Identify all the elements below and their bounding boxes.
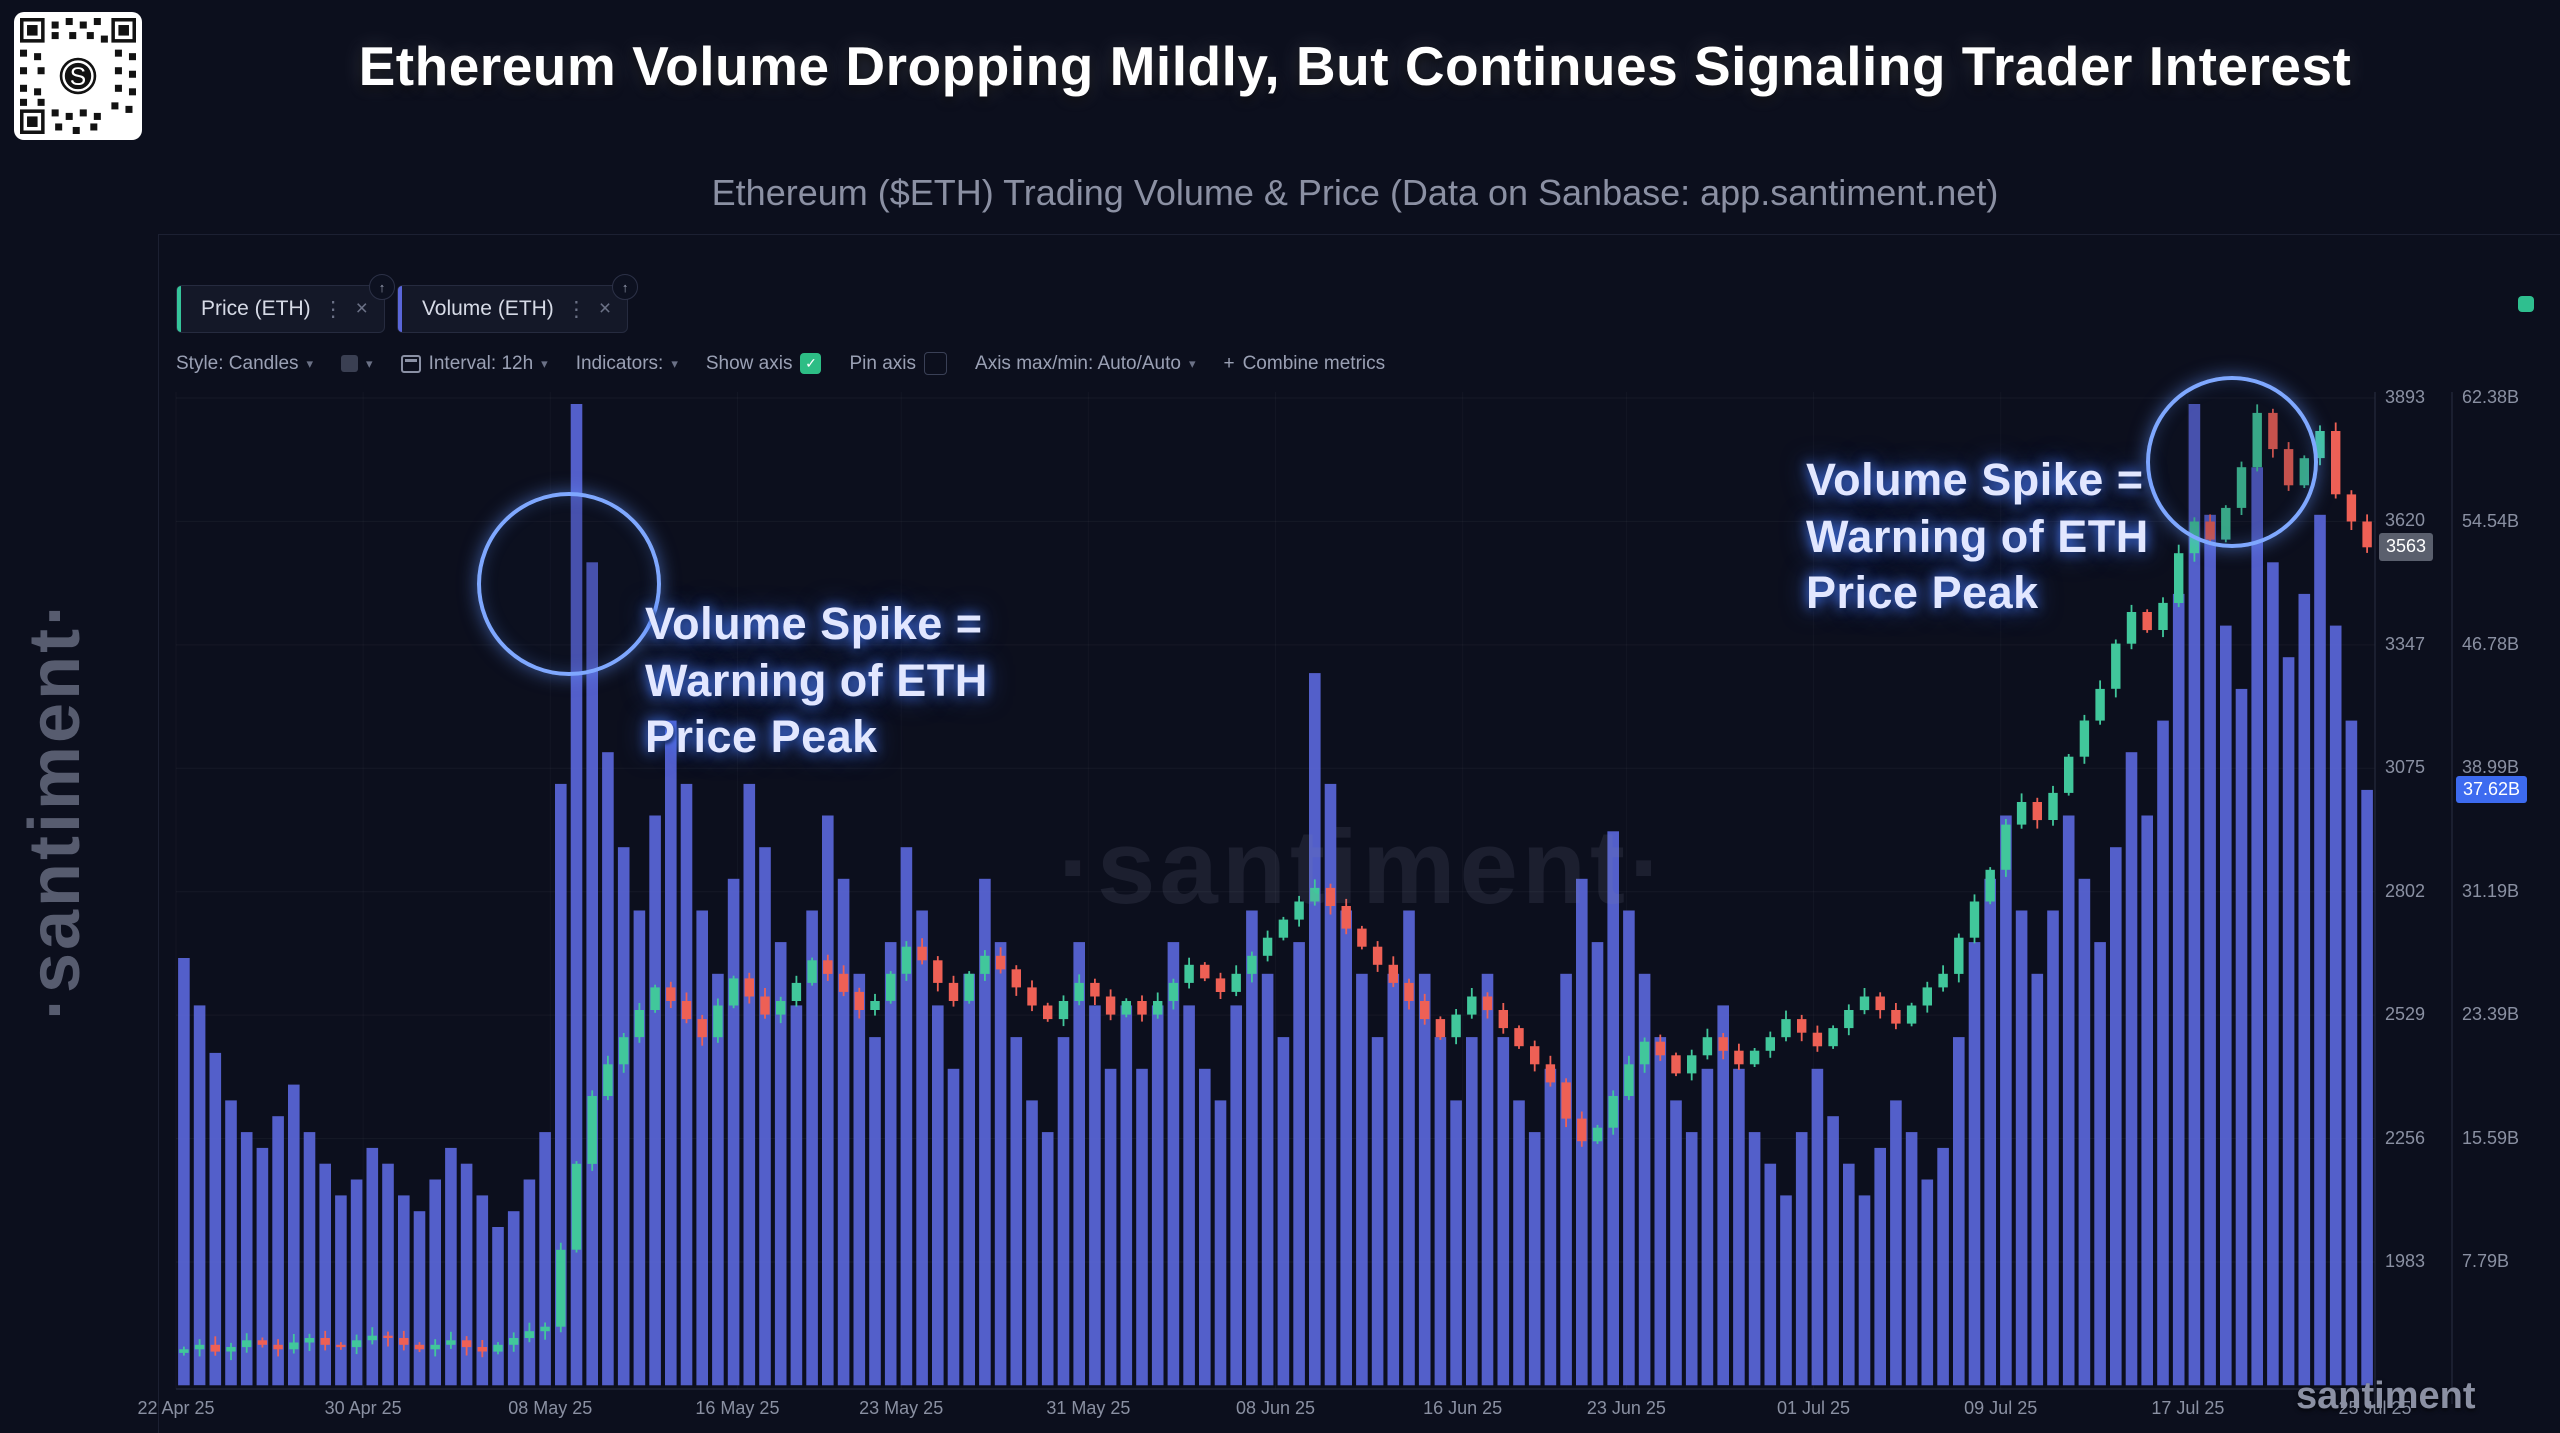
pin-axis-label: Pin axis	[849, 352, 917, 374]
chevron-down-icon: ▾	[671, 355, 678, 371]
volume-axis-tick: 23.39B	[2462, 1004, 2520, 1025]
x-axis-tick: 08 May 25	[508, 1398, 593, 1418]
indicators-label: Indicators:	[575, 352, 664, 374]
x-axis-tick: 08 Jun 25	[1235, 1398, 1316, 1418]
metric-handle-icon[interactable]: ↑	[368, 274, 395, 300]
tab-label: Volume (ETH)	[421, 297, 554, 320]
volume-axis-tick: 54.54B	[2462, 511, 2520, 532]
annotation-line: Warning of ETH	[1806, 510, 2149, 562]
axis-maxmin-label: Axis max/min: Auto/Auto	[975, 352, 1181, 374]
center-watermark: ·santiment·	[1058, 809, 1668, 926]
annotation-line: Price Peak	[645, 711, 878, 763]
svg-text:S: S	[70, 64, 86, 91]
chevron-down-icon: ▾	[541, 355, 548, 371]
close-icon[interactable]: ×	[355, 297, 368, 320]
kebab-menu-icon[interactable]: ⋮	[322, 297, 344, 321]
tab-accent	[397, 286, 402, 332]
corner-watermark: santiment	[2296, 1375, 2476, 1417]
color-swatch	[341, 355, 359, 372]
style-label: Style: Candles	[176, 352, 299, 374]
interval-selector[interactable]: Interval: 12h ▾	[400, 352, 548, 375]
page-title: Ethereum Volume Dropping Mildly, But Con…	[358, 35, 2352, 97]
metric-tabs: Price (ETH) ⋮ × ↑ Volume (ETH) ⋮ × ↑	[176, 274, 639, 333]
color-picker[interactable]: ▾	[341, 355, 373, 372]
axis-maxmin-selector[interactable]: Axis max/min: Auto/Auto ▾	[975, 353, 1195, 375]
kebab-menu-icon[interactable]: ⋮	[565, 297, 587, 321]
show-axis-toggle[interactable]: Show axis ✓	[706, 353, 822, 375]
pin-axis-toggle[interactable]: Pin axis	[849, 352, 948, 375]
price-axis-tick: 2529	[2385, 1004, 2426, 1024]
x-axis-tick: 30 Apr 25	[324, 1398, 402, 1418]
volume-current-badge: 37.62B	[2456, 775, 2528, 804]
volume-axis-tick: 46.78B	[2462, 633, 2520, 654]
chevron-down-icon: ▾	[306, 355, 314, 371]
chart-toolbar: Style: Candles ▾ ▾ Interval: 12h ▾ Indic…	[176, 352, 1385, 375]
price-axis-tick: 3893	[2385, 387, 2426, 407]
tab-label: Price (ETH)	[201, 297, 311, 320]
chevron-down-icon: ▾	[366, 355, 373, 371]
volume-axis-tick: 62.38B	[2462, 387, 2520, 407]
page-subtitle: Ethereum ($ETH) Trading Volume & Price (…	[711, 172, 1999, 213]
annotation-line: Warning of ETH	[645, 654, 988, 706]
x-axis-tick: 23 May 25	[859, 1398, 944, 1418]
volume-spike-circle-2	[2146, 376, 2318, 548]
annotation-line: Price Peak	[1806, 567, 2039, 619]
x-axis-tick: 16 Jun 25	[1423, 1398, 1503, 1418]
tab-volume-eth[interactable]: Volume (ETH) ⋮ × ↑	[396, 274, 639, 333]
qr-pattern: S	[20, 18, 136, 134]
price-axis-tick: 1983	[2385, 1251, 2426, 1271]
price-axis-tick: 3620	[2385, 510, 2426, 531]
chevron-down-icon: ▾	[1188, 355, 1196, 371]
x-axis-tick: 09 Jul 25	[1964, 1398, 2038, 1418]
checkbox-unchecked-icon[interactable]	[924, 352, 948, 375]
style-selector[interactable]: Style: Candles ▾	[176, 353, 313, 375]
price-axis-tick: 2256	[2385, 1127, 2426, 1148]
metric-handle-icon[interactable]: ↑	[612, 274, 639, 300]
price-axis-tick: 3347	[2385, 633, 2426, 654]
interval-icon	[400, 354, 421, 373]
price-current-badge: 3563	[2379, 533, 2434, 561]
volume-spike-circle-1	[477, 492, 661, 676]
checkbox-checked-icon[interactable]: ✓	[800, 353, 822, 374]
x-axis-tick: 23 Jun 25	[1586, 1398, 1666, 1418]
x-axis-tick: 22 Apr 25	[137, 1398, 215, 1418]
price-axis-tick: 2802	[2385, 880, 2426, 901]
indicators-selector[interactable]: Indicators: ▾	[576, 353, 678, 375]
annotation-line: Volume Spike =	[1806, 454, 2144, 505]
combine-metrics-button[interactable]: + Combine metrics	[1223, 353, 1385, 375]
x-axis-tick: 16 May 25	[695, 1398, 780, 1418]
x-axis-tick: 31 May 25	[1046, 1398, 1131, 1418]
tab-accent	[177, 286, 181, 332]
annotation-text-1: Volume Spike = Warning of ETH Price Peak	[645, 596, 988, 766]
close-icon[interactable]: ×	[598, 297, 612, 320]
volume-axis-tick: 7.79B	[2462, 1251, 2510, 1271]
annotation-text-2: Volume Spike = Warning of ETH Price Peak	[1806, 452, 2149, 622]
price-axis-tick: 3075	[2385, 757, 2426, 778]
interval-label: Interval: 12h	[428, 352, 534, 374]
panel-divider-vertical	[158, 234, 159, 1433]
volume-axis-tick: 38.99B	[2462, 757, 2520, 778]
volume-axis-tick: 15.59B	[2462, 1127, 2520, 1148]
x-axis-tick: 17 Jul 25	[2151, 1398, 2225, 1418]
qr-code: S	[14, 12, 142, 140]
panel-divider-horizontal	[158, 234, 2560, 235]
plus-icon: +	[1223, 352, 1235, 374]
x-axis-tick: 25 Jul 25	[2338, 1398, 2412, 1418]
combine-metrics-label: Combine metrics	[1242, 352, 1386, 374]
x-axis-tick: 01 Jul 25	[1777, 1398, 1851, 1418]
tab-price-eth[interactable]: Price (ETH) ⋮ × ↑	[176, 274, 395, 333]
show-axis-label: Show axis	[705, 352, 793, 374]
annotation-line: Volume Spike =	[645, 598, 983, 649]
volume-axis-tick: 31.19B	[2462, 880, 2520, 901]
panel-corner-indicator[interactable]	[2518, 296, 2534, 312]
